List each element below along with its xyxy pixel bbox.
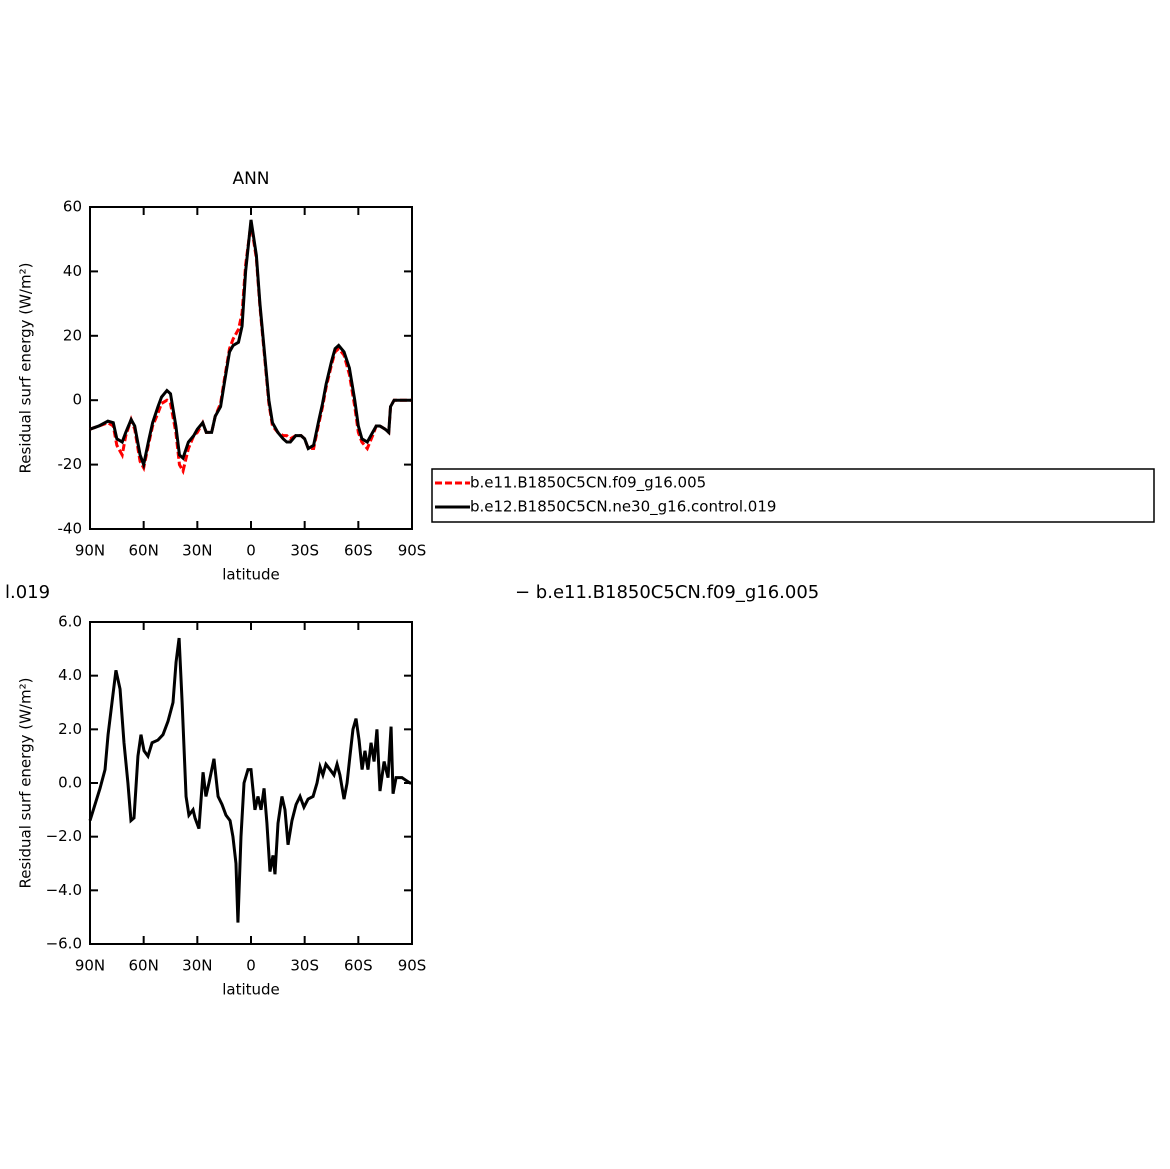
x-tick-label: 60S (344, 957, 373, 975)
y-tick-label: 20 (63, 326, 82, 344)
x-tick-label: 0 (246, 957, 256, 975)
x-tick-label: 60S (344, 542, 373, 560)
y-tick-label: 6.0 (58, 613, 82, 631)
annotation: − b.e11.B1850C5CN.f09_g16.005 (515, 582, 819, 603)
y-tick-label: −2.0 (46, 827, 82, 845)
x-tick-label: 0 (246, 542, 256, 560)
y-tick-label: −4.0 (46, 881, 82, 899)
x-tick-label: 30N (182, 957, 212, 975)
y-axis-label: Residual surf energy (W/m²) (17, 678, 35, 889)
x-tick-label: 90N (75, 957, 105, 975)
y-tick-label: -40 (58, 520, 83, 538)
x-tick-label: 90S (398, 957, 427, 975)
y-axis-label: Residual surf energy (W/m²) (17, 263, 35, 474)
y-tick-label: 0 (72, 391, 82, 409)
legend-label: b.e11.B1850C5CN.f09_g16.005 (470, 474, 706, 493)
x-axis-label: latitude (222, 566, 280, 584)
y-tick-label: −6.0 (46, 935, 82, 953)
x-tick-label: 30S (290, 542, 319, 560)
chart-title: ANN (232, 169, 269, 189)
data-line (88, 637, 412, 923)
data-line (89, 219, 412, 471)
y-tick-label: 2.0 (58, 720, 82, 738)
annotation: l.019 (5, 582, 50, 603)
x-tick-label: 60N (129, 957, 159, 975)
y-tick-label: 4.0 (58, 666, 82, 684)
x-tick-label: 90S (398, 542, 427, 560)
legend-box (431, 468, 1155, 523)
x-axis-label: latitude (222, 981, 280, 999)
x-tick-label: 30S (290, 957, 319, 975)
y-tick-label: 60 (63, 198, 82, 216)
data-line (89, 222, 412, 476)
y-tick-label: 40 (63, 262, 82, 280)
x-tick-label: 60N (129, 542, 159, 560)
plot-frame (89, 206, 413, 530)
legend-label: b.e12.B1850C5CN.ne30_g16.control.019 (470, 498, 776, 517)
x-tick-label: 30N (182, 542, 212, 560)
y-tick-label: 0.0 (58, 774, 82, 792)
y-tick-label: -20 (58, 455, 83, 473)
x-tick-label: 90N (75, 542, 105, 560)
